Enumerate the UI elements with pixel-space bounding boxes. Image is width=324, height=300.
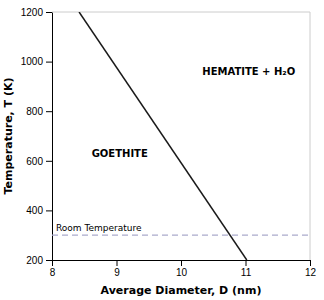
- reference-line-label: Room Temperature: [56, 223, 142, 233]
- x-tick-label: 10: [176, 267, 188, 278]
- y-tick-label: 1200: [21, 7, 44, 18]
- y-tick: 800: [26, 106, 52, 117]
- x-tick-label: 12: [305, 267, 317, 278]
- annotation: HEMATITE + H₂O: [202, 66, 295, 77]
- y-tick: 1200: [21, 7, 52, 18]
- plot-area: [52, 12, 310, 260]
- y-tick-mark: [46, 111, 52, 112]
- y-tick-mark: [46, 161, 52, 162]
- plot-frame: [52, 12, 310, 260]
- chart: 8 9 10 11 12 200 400 600 800 1000 1200 Average Diam…: [0, 0, 324, 300]
- y-tick: 400: [26, 205, 52, 216]
- x-tick-label: 9: [114, 267, 120, 278]
- annotation: GOETHITE: [92, 148, 148, 159]
- x-tick: 8: [50, 260, 56, 278]
- x-tick: 11: [241, 260, 252, 278]
- reference-line: [52, 235, 310, 236]
- y-tick: 1000: [21, 56, 52, 67]
- y-tick-label: 400: [26, 205, 43, 216]
- x-tick-mark: [181, 260, 182, 266]
- x-tick-mark: [117, 260, 118, 266]
- y-tick-label: 600: [26, 156, 43, 167]
- y-tick-label: 800: [26, 106, 43, 117]
- x-tick-mark: [310, 260, 311, 266]
- y-tick: 200: [26, 255, 52, 266]
- x-tick-label: 11: [241, 267, 252, 278]
- x-tick: 12: [305, 260, 317, 278]
- y-tick-mark: [46, 12, 52, 13]
- x-tick-mark: [246, 260, 247, 266]
- y-tick-label: 200: [26, 255, 43, 266]
- x-axis: 8 9 10 11 12: [50, 260, 317, 278]
- x-axis-line: [53, 261, 311, 267]
- x-tick-label: 8: [50, 267, 56, 278]
- y-tick-label: 1000: [21, 56, 44, 67]
- x-tick: 9: [114, 260, 120, 278]
- y-axis-title: Temperature, T (K): [2, 77, 15, 194]
- y-tick: 600: [26, 156, 52, 167]
- y-axis-line: [46, 13, 53, 261]
- y-tick-mark: [46, 210, 52, 211]
- y-axis: 200 400 600 800 1000 1200: [21, 7, 53, 266]
- x-tick: 10: [176, 260, 188, 278]
- y-tick-mark: [46, 62, 52, 63]
- x-axis-title: Average Diameter, D (nm): [101, 284, 262, 297]
- y-tick-mark: [46, 260, 52, 261]
